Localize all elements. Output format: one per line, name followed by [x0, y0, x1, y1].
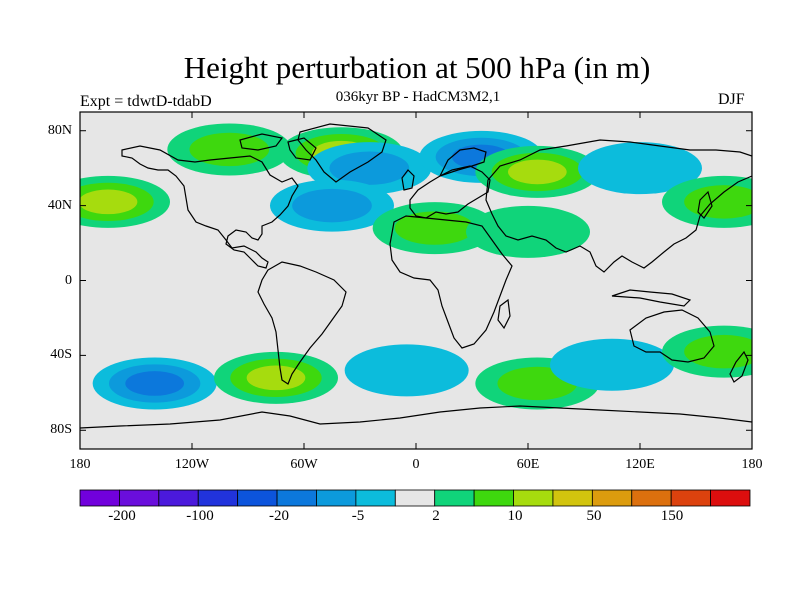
subtitle: 036kyr BP - HadCM3M2,1	[335, 89, 501, 105]
lat-tick-label: 40N	[47, 198, 72, 213]
colorbar-swatch	[473, 489, 514, 507]
colorbar-label: -5	[351, 508, 365, 524]
coast-madagascar	[497, 298, 511, 330]
coast-canadian-islands	[239, 133, 284, 151]
coast-indonesia	[611, 289, 692, 307]
colorbar-swatch	[197, 489, 239, 507]
colorbar-swatch	[710, 489, 751, 507]
colorbar-label: 10	[507, 508, 523, 524]
coast-antarctica	[80, 405, 752, 429]
colorbar-swatch	[591, 489, 633, 507]
colorbar-label: -100	[186, 508, 214, 524]
colorbar-label: 2	[432, 508, 440, 524]
lat-tick-label: 80S	[50, 422, 72, 437]
colorbar-swatch	[237, 489, 278, 507]
anomaly-contour	[550, 338, 674, 391]
coast-baffin	[287, 137, 317, 161]
colorbar-swatch	[394, 489, 436, 507]
colorbar-label: 50	[586, 508, 602, 524]
colorbar-label: 150	[660, 508, 684, 524]
coast-japan	[697, 190, 713, 219]
colorbar-swatch	[79, 489, 120, 507]
colorbar-swatch	[355, 489, 396, 507]
coast-asia	[485, 139, 752, 273]
colorbar-label: -20	[269, 508, 289, 524]
colorbar-swatch	[316, 489, 357, 507]
coast-australia	[629, 309, 715, 363]
lat-tick-label: 80N	[47, 123, 72, 138]
colorbar-swatch	[670, 489, 711, 507]
anomaly-contour	[80, 189, 138, 215]
lon-tick-label: 180	[69, 457, 91, 472]
anomaly-contour	[246, 365, 306, 391]
anomaly-field	[80, 123, 752, 410]
lon-tick-label: 120E	[625, 457, 655, 472]
page-title: Height perturbation at 500 hPa (in m)	[183, 50, 651, 85]
coast-north-america	[121, 145, 299, 269]
anomaly-contour	[189, 132, 270, 167]
colorbar-swatch	[158, 489, 199, 507]
colorbar-swatch	[513, 489, 554, 507]
anomaly-contour	[684, 334, 752, 369]
coast-south-america	[257, 261, 347, 385]
lon-tick-label: 0	[412, 457, 420, 472]
colorbar-swatch	[552, 489, 593, 507]
lon-tick-label: 180	[741, 457, 763, 472]
anomaly-contour	[344, 344, 469, 397]
anomaly-contour	[507, 159, 567, 185]
anomaly-contour	[292, 188, 372, 223]
anomaly-contour	[329, 151, 410, 185]
colorbar-swatch	[631, 489, 672, 507]
experiment-label: Expt = tdwtD-tdabD	[80, 93, 212, 110]
lat-tick-label: 0	[65, 273, 72, 288]
colorbar-swatch	[119, 489, 160, 507]
coastlines	[80, 123, 752, 429]
coast-africa	[389, 215, 513, 349]
colorbar-swatch	[276, 489, 317, 507]
anomaly-contour	[578, 142, 702, 195]
coast-scandinavia	[438, 147, 487, 178]
season-label: DJF	[718, 91, 745, 108]
anomaly-contour	[394, 211, 475, 245]
lon-tick-label: 120W	[174, 457, 210, 472]
axis-ticks	[79, 112, 753, 449]
coast-greenland	[297, 123, 387, 183]
lon-tick-label: 60W	[290, 457, 318, 472]
colorbar-label: -200	[108, 508, 136, 524]
colorbar	[79, 489, 751, 507]
anomaly-contour	[684, 185, 752, 219]
coast-new-zealand	[729, 350, 749, 383]
colorbar-swatch	[434, 489, 475, 507]
lon-tick-label: 60E	[516, 457, 540, 472]
anomaly-contour	[125, 371, 185, 396]
anomaly-contour	[466, 205, 590, 258]
lat-tick-label: 40S	[50, 347, 72, 362]
coast-britain	[401, 169, 415, 191]
